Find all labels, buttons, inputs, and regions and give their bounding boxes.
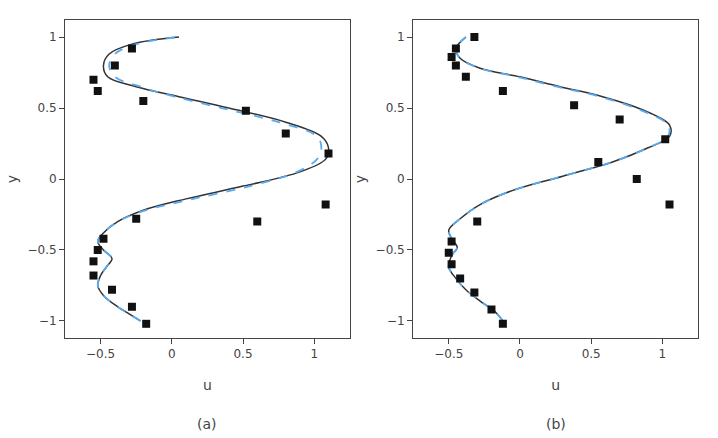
svg-text:y: y	[352, 175, 368, 183]
svg-text:0: 0	[397, 172, 405, 186]
svg-text:y: y	[4, 175, 20, 183]
svg-text:0.5: 0.5	[38, 101, 57, 115]
svg-text:u: u	[203, 377, 212, 393]
svg-text:u: u	[551, 377, 560, 393]
svg-text:0: 0	[49, 172, 57, 186]
svg-text:−0.5: −0.5	[27, 243, 56, 257]
svg-text:1: 1	[310, 347, 318, 361]
svg-text:0.5: 0.5	[233, 347, 252, 361]
svg-text:0.5: 0.5	[582, 347, 601, 361]
svg-text:−0.5: −0.5	[376, 243, 405, 257]
svg-text:(b): (b)	[546, 416, 566, 432]
svg-text:1: 1	[49, 30, 57, 44]
svg-text:0.5: 0.5	[386, 101, 405, 115]
svg-text:0: 0	[516, 347, 524, 361]
svg-text:1: 1	[397, 30, 405, 44]
svg-text:1: 1	[659, 347, 667, 361]
svg-text:−1: −1	[39, 314, 57, 328]
svg-text:−0.5: −0.5	[434, 347, 463, 361]
svg-text:0: 0	[168, 347, 176, 361]
svg-text:−1: −1	[387, 314, 405, 328]
svg-text:−0.5: −0.5	[86, 347, 115, 361]
svg-text:(a): (a)	[197, 416, 217, 432]
